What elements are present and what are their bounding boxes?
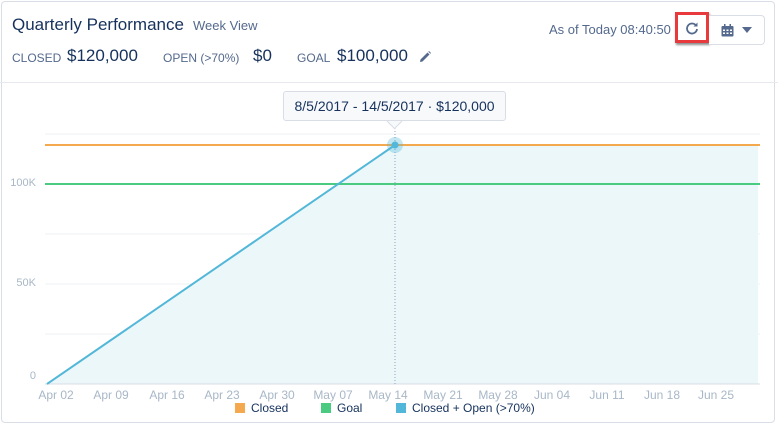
header-divider	[0, 82, 778, 83]
x-tick: Apr 23	[204, 388, 240, 402]
closed-value: $120,000	[67, 46, 138, 65]
closed-swatch	[235, 403, 245, 413]
y-tick-100k: 100K	[10, 177, 36, 189]
goal-label: GOAL	[297, 51, 331, 65]
open-value: $0	[253, 46, 272, 65]
x-tick: May 28	[478, 388, 518, 402]
refresh-icon	[686, 22, 698, 34]
x-tick: May 21	[423, 388, 463, 402]
pencil-icon	[420, 51, 431, 62]
legend-label: Closed + Open (>70%)	[412, 401, 535, 415]
legend-closed-open[interactable]: Closed + Open (>70%)	[396, 401, 535, 415]
y-tick-50k: 50K	[16, 277, 36, 289]
legend-goal[interactable]: Goal	[321, 401, 362, 415]
x-tick: Jun 04	[533, 388, 571, 402]
card-title: Quarterly Performance	[12, 15, 184, 34]
calendar-icon	[721, 23, 734, 36]
legend-closed[interactable]: Closed	[235, 401, 288, 415]
x-tick: May 07	[313, 388, 353, 402]
chevron-down-icon	[742, 26, 752, 33]
closed-open-line	[46, 144, 396, 385]
edit-goal-button[interactable]	[418, 50, 432, 69]
date-range-button[interactable]	[709, 15, 765, 45]
legend-label: Goal	[337, 401, 363, 415]
refresh-button[interactable]	[675, 12, 709, 43]
goal-swatch	[321, 403, 331, 413]
x-tick: May 14	[368, 388, 408, 402]
closed-open-swatch	[396, 403, 406, 413]
closed-label: CLOSED	[12, 51, 62, 65]
legend-label: Closed	[251, 401, 289, 415]
x-tick: Apr 16	[149, 388, 185, 402]
open-label: OPEN (>70%)	[163, 51, 240, 65]
x-tick: Jun 11	[589, 388, 625, 402]
chart-tooltip: 8/5/2017 - 14/5/2017 · $120,000	[283, 91, 506, 121]
as-of-timestamp: As of Today 08:40:50	[549, 22, 671, 37]
x-tick: Apr 09	[93, 388, 129, 402]
x-tick: Jun 18	[643, 388, 681, 402]
goal-value: $100,000	[337, 46, 408, 65]
x-tick: Jun 25	[697, 388, 735, 402]
x-tick: Apr 02	[38, 388, 74, 402]
closed-open-area	[47, 144, 758, 384]
view-mode-label: Week View	[193, 18, 258, 33]
x-tick: Apr 30	[259, 388, 295, 402]
y-tick-0: 0	[29, 370, 36, 382]
data-point-may14[interactable]	[391, 141, 399, 149]
